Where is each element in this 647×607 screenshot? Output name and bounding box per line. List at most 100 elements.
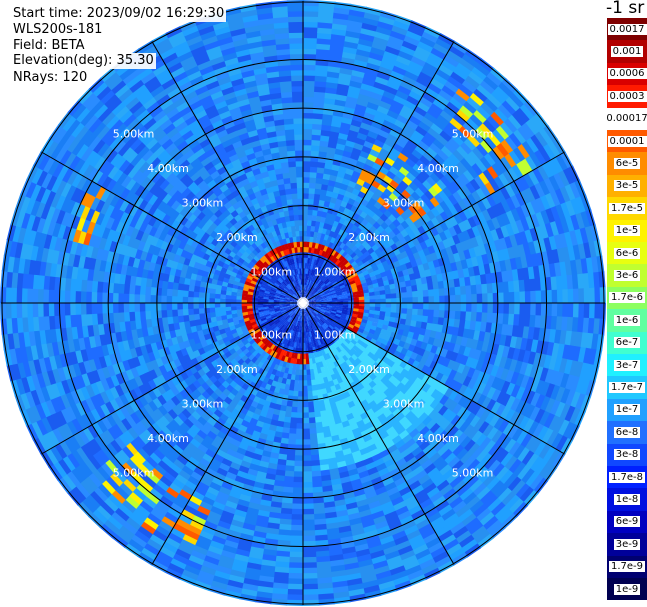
radar-cell [320, 318, 327, 323]
radar-cell [433, 288, 440, 297]
radar-cell [421, 392, 432, 404]
radar-cell [325, 293, 332, 297]
radar-cell [312, 289, 318, 295]
radar-cell [428, 52, 445, 65]
radar-cell [358, 296, 365, 301]
radar-cell [443, 228, 453, 240]
radar-cell [324, 290, 331, 295]
radar-cell [495, 271, 504, 284]
radar-cell [416, 284, 424, 292]
radar-cell [326, 235, 333, 243]
radar-cell [386, 273, 394, 281]
radar-cell [495, 391, 507, 405]
radar-cell [429, 142, 442, 155]
radar-cell [425, 200, 436, 211]
radar-cell [317, 272, 323, 279]
radar-cell [321, 118, 333, 127]
radar-cell [534, 182, 546, 199]
radar-cell [302, 460, 312, 467]
radar-cell [515, 373, 525, 388]
radar-cell [452, 403, 463, 416]
radar-cell [411, 110, 425, 122]
radar-cell [532, 352, 542, 367]
radar-cell [346, 264, 354, 271]
radar-cell [315, 259, 320, 266]
radar-cell [412, 308, 419, 316]
radar-cell [498, 173, 511, 188]
radar-cell [364, 299, 371, 304]
radar-cell [495, 159, 509, 174]
radar-cell [344, 319, 351, 324]
radar-cell [332, 257, 339, 264]
radar-cell [397, 403, 408, 413]
radar-cell [365, 335, 373, 343]
radar-cell [313, 96, 326, 104]
radar-cell [303, 225, 308, 231]
radar-cell [507, 313, 515, 326]
radar-cell [464, 276, 472, 287]
radar-cell [578, 303, 585, 319]
radar-cell [525, 155, 538, 172]
radar-cell [515, 483, 531, 500]
radar-cell [478, 244, 488, 256]
radar-cell [358, 303, 365, 307]
radar-cell [425, 146, 439, 159]
radar-cell [532, 327, 541, 342]
radar-cell [225, 306, 232, 312]
radar-cell [565, 216, 576, 233]
radar-cells [0, 0, 606, 606]
radar-cell [321, 124, 332, 132]
radar-cell [427, 245, 436, 255]
radar-cell [548, 329, 557, 344]
radar-cell [530, 303, 537, 316]
radar-cell [384, 45, 401, 56]
radar-cell [340, 313, 348, 318]
radar-cell [408, 60, 425, 73]
radar-cell [298, 375, 303, 381]
radar-cell [431, 274, 439, 283]
radar-cell [519, 230, 529, 245]
radar-cell [490, 111, 505, 127]
radar-cell [437, 164, 449, 177]
radar-cell [303, 251, 306, 258]
radar-cell [422, 429, 434, 441]
radar-cell [317, 279, 322, 285]
radar-cell [462, 386, 473, 399]
radar-cell [535, 303, 542, 317]
radar-cell [538, 461, 553, 479]
radar-cell [533, 477, 549, 495]
radar-cell [445, 263, 453, 273]
radar-cell [326, 273, 332, 279]
radar-cell [425, 56, 442, 70]
radar-cell [419, 328, 427, 337]
radar-cell [582, 347, 592, 365]
radar-cell [321, 211, 328, 218]
radar-cell [466, 96, 482, 111]
radar-cell [312, 112, 324, 120]
radar-cell [554, 401, 566, 419]
radar-cell [302, 519, 315, 526]
radar-cell [348, 266, 355, 273]
radar-cell [336, 323, 343, 329]
radar-cell [435, 203, 446, 215]
radar-cell [500, 393, 512, 408]
radar-cell [320, 296, 327, 300]
radar-cell [336, 246, 343, 254]
radar-cell [421, 203, 432, 214]
radar-cell [341, 275, 348, 281]
radar-cell [524, 404, 536, 420]
radar-cell [457, 221, 468, 233]
radar-cell [488, 132, 502, 147]
radar-cell [394, 119, 407, 130]
radar-cell [462, 219, 473, 231]
radar-cell [529, 278, 536, 292]
radar-cell [471, 446, 485, 460]
radar-cell [286, 599, 303, 606]
radar-cell [346, 274, 354, 281]
radar-cell [444, 303, 451, 312]
radar-cell [508, 411, 521, 426]
radar-cell [336, 310, 343, 314]
radar-cell [486, 374, 496, 388]
radar-cell [465, 181, 477, 195]
radar-cell [308, 198, 315, 205]
